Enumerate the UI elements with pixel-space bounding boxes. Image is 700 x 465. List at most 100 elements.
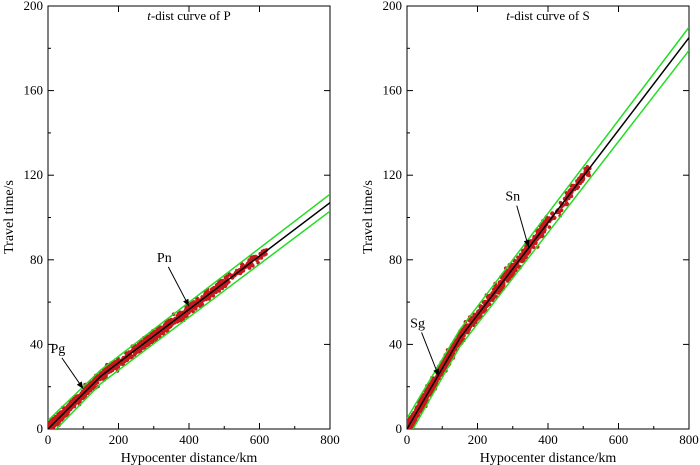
p-annotation-arrowhead bbox=[76, 381, 84, 389]
s-observation-point bbox=[414, 415, 418, 420]
s-observation-point bbox=[550, 211, 554, 216]
s-observation-point bbox=[492, 294, 497, 299]
p-observation-point bbox=[251, 264, 255, 268]
p-y-tick-label: 120 bbox=[24, 167, 44, 182]
p-observation-point bbox=[125, 358, 130, 362]
s-observation-point bbox=[583, 167, 587, 171]
p-observation-point bbox=[208, 294, 212, 299]
p-y-tick-label: 0 bbox=[37, 421, 44, 436]
p-observation-point bbox=[253, 254, 257, 259]
p-x-tick-label: 800 bbox=[320, 432, 340, 447]
p-observation-point bbox=[133, 351, 138, 356]
s-observation-point bbox=[407, 421, 410, 425]
s-observation-point bbox=[540, 232, 544, 237]
s-observation-point bbox=[579, 173, 584, 177]
s-observation-point bbox=[564, 201, 569, 205]
s-observation-point bbox=[442, 358, 447, 363]
p-y-tick-label: 80 bbox=[30, 252, 43, 267]
p-observation-point bbox=[259, 256, 264, 260]
s-x-tick-label: 800 bbox=[679, 432, 699, 447]
p-observation-point bbox=[84, 385, 88, 390]
p-plot-area bbox=[48, 193, 330, 429]
s-panel-title: t-dist curve of S bbox=[506, 8, 589, 23]
s-y-tick-label: 40 bbox=[389, 336, 402, 351]
s-model-curve-line bbox=[407, 37, 689, 429]
s-y-tick-label: 200 bbox=[383, 0, 403, 13]
p-observation-point bbox=[220, 278, 225, 283]
s-y-tick-label: 120 bbox=[383, 167, 403, 182]
p-wave-panel: t-dist curve of P Hypocenter distance/km… bbox=[2, 0, 340, 465]
p-observation-point bbox=[53, 414, 58, 419]
s-observation-point bbox=[513, 259, 518, 263]
p-x-tick-label: 600 bbox=[250, 432, 270, 447]
p-y-tick-label: 200 bbox=[24, 0, 44, 13]
s-observation-point bbox=[569, 194, 574, 199]
p-lower-bound-line bbox=[55, 210, 330, 429]
s-y-tick-label: 0 bbox=[396, 421, 403, 436]
s-data-marks: Sg Sn bbox=[407, 26, 689, 429]
p-annotation-arrowhead bbox=[183, 298, 189, 307]
s-observation-point bbox=[585, 173, 590, 177]
p-observation-point bbox=[147, 334, 152, 339]
s-observation-point bbox=[558, 200, 563, 205]
p-panel-title: t-dist curve of P bbox=[147, 8, 230, 23]
s-observation-point bbox=[511, 271, 516, 276]
p-observation-point bbox=[240, 262, 245, 267]
p-observation-point bbox=[217, 280, 221, 285]
p-observation-point bbox=[210, 287, 214, 292]
s-annotation-label: Sg bbox=[410, 316, 425, 331]
s-observation-point bbox=[534, 241, 538, 245]
p-x-tick-label: 0 bbox=[45, 432, 52, 447]
p-annotation-label: Pn bbox=[157, 251, 172, 266]
p-observation-point bbox=[81, 389, 85, 394]
p-x-tick-label: 400 bbox=[179, 432, 199, 447]
s-observation-point bbox=[577, 176, 581, 181]
p-annotation-label: Pg bbox=[50, 342, 65, 357]
s-x-tick-label: 400 bbox=[538, 432, 558, 447]
p-observation-point bbox=[139, 347, 143, 351]
p-plot-frame bbox=[47, 5, 331, 430]
p-observation-point bbox=[88, 388, 93, 393]
s-lower-bound-line bbox=[412, 49, 689, 429]
s-observation-point bbox=[453, 340, 457, 345]
s-annotation-arrowhead bbox=[523, 239, 530, 248]
p-observation-point bbox=[191, 301, 195, 306]
p-observation-point bbox=[68, 407, 73, 412]
s-observation-point bbox=[564, 191, 569, 195]
p-annotation-arrow bbox=[167, 266, 190, 307]
s-upper-bound-line bbox=[407, 26, 689, 419]
p-y-tick-label: 40 bbox=[30, 336, 43, 351]
s-observation-point bbox=[414, 407, 418, 412]
s-observation-point bbox=[570, 183, 575, 188]
p-observation-point bbox=[150, 339, 155, 344]
s-observation-point bbox=[539, 225, 544, 230]
p-observation-point bbox=[114, 365, 118, 370]
p-axis-ticks: 0 200 400 600 800 0 40 80 120 160 200 bbox=[24, 0, 340, 447]
s-observation-point bbox=[478, 314, 483, 319]
p-observation-point bbox=[241, 269, 246, 273]
p-observation-point bbox=[64, 413, 69, 418]
p-observation-point bbox=[200, 302, 205, 307]
p-observation-point bbox=[225, 275, 229, 279]
p-observation-point bbox=[128, 355, 133, 360]
s-y-tick-label: 80 bbox=[389, 252, 402, 267]
p-data-marks: Pg Pn bbox=[48, 193, 330, 429]
p-observation-point bbox=[60, 416, 64, 420]
s-observation-point bbox=[547, 225, 552, 229]
s-observation-point bbox=[508, 266, 512, 270]
p-observation-point bbox=[145, 343, 149, 348]
s-x-axis-title: Hypocenter distance/km bbox=[480, 451, 617, 465]
s-observation-point bbox=[421, 403, 426, 407]
s-annotation-arrow bbox=[421, 332, 440, 377]
p-observation-point bbox=[49, 419, 53, 424]
s-y-tick-label: 160 bbox=[383, 83, 403, 98]
p-observation-point bbox=[142, 338, 147, 342]
s-observation-point bbox=[511, 263, 515, 267]
s-wave-panel: t-dist curve of S Hypocenter distance/km… bbox=[361, 0, 699, 465]
p-observation-point bbox=[137, 341, 142, 346]
p-observation-point bbox=[76, 394, 80, 398]
p-observation-point bbox=[178, 318, 183, 323]
p-observation-point bbox=[211, 293, 216, 298]
s-observation-point bbox=[559, 208, 564, 213]
p-y-axis-title: Travel time/s bbox=[2, 180, 17, 254]
